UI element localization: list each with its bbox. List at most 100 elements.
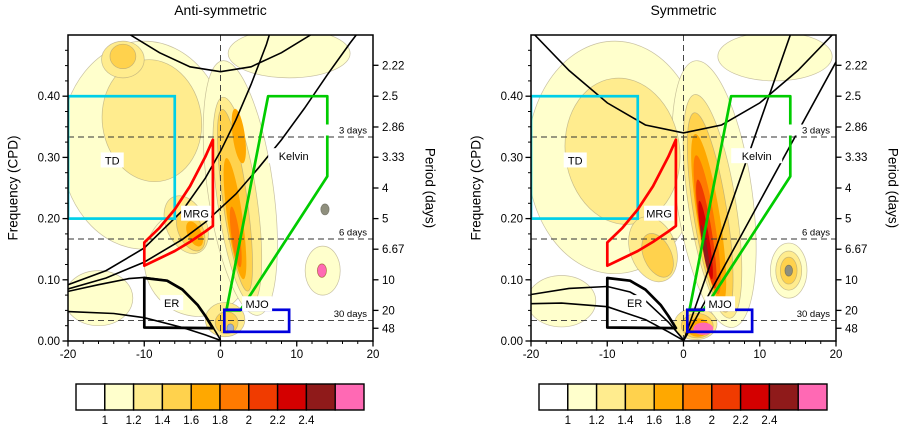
x-axis-tick-label: 20 [830,349,843,361]
period-axis-tick-label: 2.22 [845,60,867,72]
x-axis-tick-label: 20 [367,349,380,361]
period-axis-tick-label: 2.22 [382,60,404,72]
td-region-label: TD [105,155,120,167]
colorbar-cell [305,383,336,411]
colorbar-cell [653,383,684,411]
contour-blob [320,203,330,216]
colorbar-cell [132,383,164,411]
period-axis-tick-label: 10 [382,275,395,287]
day-label: 30 days [334,309,368,320]
colorbar-cell [248,383,279,411]
colorbar-tick-label: 2.2 [270,415,286,427]
panel-plot-area-antisymmetric: 3 days 6 days 30 days TD MRG Kelvin ER MJO [68,35,373,341]
mjo-region-label: MJO [708,299,732,311]
contour-blob [717,35,833,82]
colorbar-cell [595,383,627,411]
colorbar-cell [567,383,598,411]
y-axis-tick-label: 0.20 [501,214,523,226]
dispersion-curve-er-n1-h50 [531,285,685,341]
kelvin-region-label: Kelvin [742,151,772,163]
y-axis-tick-label: 0.40 [501,91,523,103]
y-axis-tick-label: 0.40 [38,91,60,103]
colorbar-cell [334,383,365,411]
colorbar-cell [190,383,221,411]
colorbar-tick-label: 2 [246,415,252,427]
colorbar-cell [768,383,799,411]
er-region-label: ER [164,298,179,310]
colorbar-cell [75,383,106,411]
y-axis-tick-label: 0.00 [501,336,523,348]
colorbar-tick-label: 2.4 [298,415,315,427]
td-region-label-bg [563,152,587,168]
period-axis-tick-label: 48 [845,323,858,335]
period-axis-tick-label: 2.86 [845,122,867,134]
er-region [605,276,678,330]
colorbar-tick-label: 2.4 [761,415,778,427]
period-axis-tick-label: 2.5 [382,91,398,103]
period-axis-tick-label: 5 [845,214,851,226]
period-axis-tick-label: 4 [382,183,389,195]
period-axis-label-right-panel: Period (days) [885,147,901,229]
td-region [531,94,640,220]
colorbar-tick-label: 1.2 [126,415,142,427]
contour-blob [784,264,793,277]
colorbar-cell [739,383,771,411]
colorbar-tick-label: 1 [565,415,571,427]
day-label-bg [784,124,831,136]
contour-blob [68,270,134,327]
x-axis-tick-label: 0 [680,349,686,361]
y-axis-tick-label: 0.20 [38,214,60,226]
dispersion-curve-er-n2-h12 [68,310,221,341]
kelvin-region-label-bg [268,148,320,164]
colorbar-cell [538,383,569,411]
colorbar-tick-label: 1.8 [212,415,228,427]
mrg-region [605,138,678,268]
x-axis-tick-label: -10 [599,349,616,361]
day-label: 6 days [802,227,830,238]
day-label-bg [321,308,368,320]
y-axis-tick-label: 0.00 [38,336,60,348]
day-label-bg [321,226,368,238]
mrg-region-label: MRG [646,209,672,221]
dispersion-curve-ig-n1-h8 [534,35,833,134]
dispersion-curve-kelvin-h30 [682,35,792,341]
contour-blob [109,43,137,70]
colorbar-tick-label: 1 [102,415,108,427]
er-region-label-bg [160,295,184,311]
colorbar-tick-label: 1.8 [675,415,691,427]
kelvin-region-label-bg [731,148,783,164]
td-region-label: TD [568,155,583,167]
period-axis-tick-label: 6.67 [845,244,867,256]
day-label-bg [321,124,368,136]
period-axis-tick-label: 48 [382,323,395,335]
frequency-axis-label-left-panel: Frequency (CPD) [5,135,21,241]
x-axis-tick-label: 10 [753,349,766,361]
panel-plot-area-symmetric: 3 days 6 days 30 days TD MRG Kelvin ER MJO [531,35,836,341]
mjo-region-label-bg [242,296,273,312]
dispersion-curve-kelvin-h12 [682,61,836,341]
frequency-axis-label-right-panel: Frequency (CPD) [468,135,484,241]
contour-blob [531,275,597,328]
colorbar-tick-label: 1.6 [646,415,662,427]
contour-blob [214,311,239,335]
er-region [142,276,215,330]
period-axis-tick-label: 3.33 [382,152,404,164]
day-label: 3 days [339,126,367,137]
period-axis-tick-label: 20 [845,305,858,317]
period-axis-tick-label: 2.86 [382,122,404,134]
td-region [68,94,177,220]
colorbar-tick-label: 1.4 [154,415,171,427]
period-axis-tick-label: 5 [382,214,388,226]
day-label-bg [784,226,831,238]
mjo-region-label-bg [705,296,736,312]
period-axis-tick-label: 6.67 [382,244,404,256]
mjo-region-label: MJO [245,299,269,311]
day-label: 6 days [339,227,367,238]
period-axis-tick-label: 2.5 [845,91,861,103]
day-label: 3 days [802,126,830,137]
kelvin-region-label: Kelvin [279,151,309,163]
period-axis-tick-label: 10 [845,275,858,287]
colorbar-tick-label: 2.2 [733,415,749,427]
